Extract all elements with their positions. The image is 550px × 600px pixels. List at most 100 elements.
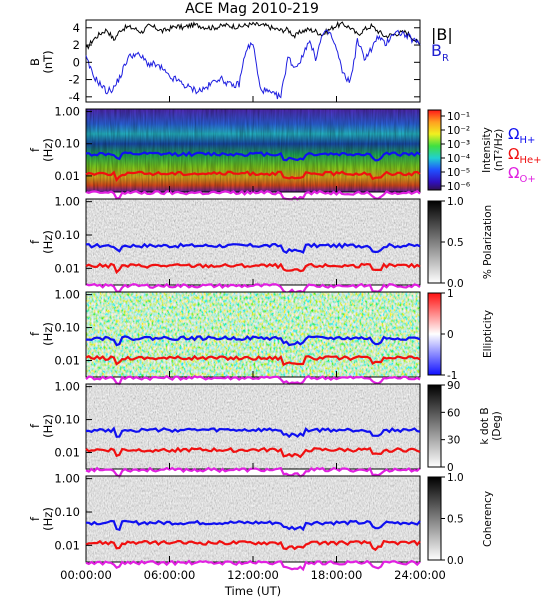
f-ytick-label: 0.01 [54, 261, 80, 275]
panel-b-field: 4 2 0 -2 -4 B (nT) |B| BR [28, 19, 453, 104]
colorbar-tick-label: 0.0 [447, 555, 464, 567]
b-ytick-label: -2 [69, 73, 80, 87]
polarization-heatmap [86, 199, 420, 285]
colorbar-tick-label: 0 [447, 462, 454, 474]
colorbar-intensity-label-1: Intensity [481, 127, 493, 173]
f-ytick-label: 0.01 [54, 446, 80, 460]
panel-ellipticity-yticks: 1.00 0.10 0.01 [54, 288, 92, 368]
x-tick-label: 06:00:00 [144, 568, 196, 582]
legend-omega-o: ΩO+ [508, 164, 536, 185]
panel-kdotb-yticks: 1.00 0.10 0.01 [54, 380, 92, 460]
colorbar-tick-label: 10⁻² [447, 125, 470, 137]
panel-intensity-ylabel-1: f [28, 147, 42, 152]
panel-coherency-yticks: 1.00 0.10 0.01 [54, 472, 92, 552]
series-line-bmag [85, 20, 421, 50]
gyro-line [86, 335, 421, 347]
f-ytick-label: 1.00 [54, 472, 80, 486]
panel-polarization: 1.00 0.10 0.01 f (Hz) 1.0 0.5 0.0 % Polariza… [28, 195, 494, 294]
legend-br: BR [431, 41, 449, 64]
colorbar-tick-label: 90 [447, 380, 460, 392]
colorbar-tick-label: 1.0 [447, 472, 464, 484]
gyro-line [85, 262, 421, 275]
panel-intensity: 1.00 0.10 0.01 f (Hz) 10⁻¹ 10⁻² 10⁻³ 10⁻⁴ 10⁻⁵… [28, 105, 542, 201]
colorbar-intensity-label-2: (nT²/Hz) [493, 129, 505, 171]
b-ytick-label: 4 [73, 21, 80, 35]
b-ytick-label: 2 [73, 38, 80, 52]
gyro-line [86, 426, 421, 439]
x-tick-label: 18:00:00 [311, 568, 363, 582]
colorbar-polarization [427, 200, 442, 284]
gyro-lines-polarization [85, 242, 421, 294]
colorbar-tick-label: 0.5 [447, 514, 464, 526]
f-ytick-label: 0.01 [54, 169, 80, 183]
panel-kdotb-ylabel-2: (Hz) [41, 414, 55, 438]
gyro-line [85, 354, 421, 367]
x-axis: 00:00:00 06:00:00 12:00:00 18:00:00 24:00:00 [60, 96, 446, 582]
colorbar-tick-label: 0.0 [447, 278, 464, 290]
ellipticity-heatmap [86, 292, 420, 377]
f-ytick-label: 0.10 [54, 228, 80, 242]
colorbar-coherency-ticks: 1.0 0.5 0.0 [441, 472, 464, 567]
colorbar-coherency [427, 476, 442, 561]
colorbar-ellipticity [427, 292, 442, 376]
colorbar-tick-label: 30 [447, 435, 460, 447]
gyro-line [85, 539, 421, 552]
panel-ellipticity: 1.00 0.10 0.01 f (Hz) 1 0 -1 Ellipticity [28, 288, 494, 386]
intensity-heatmap-texture [86, 109, 420, 192]
x-tick-label: 00:00:00 [60, 568, 112, 582]
colorbar-kdotb-label-1: k dot B [479, 407, 491, 444]
colorbar-ellipticity-label: Ellipticity [482, 310, 494, 358]
panel-coherency: 1.00 0.10 0.01 f (Hz) 1.0 0.5 0.0 Coherency [28, 472, 494, 572]
f-ytick-label: 0.01 [54, 538, 80, 552]
x-tick-label: 12:00:00 [227, 568, 279, 582]
colorbar-tick-label: 0 [447, 329, 454, 341]
gyro-line [85, 559, 421, 572]
panel-b-ylabel-2: (nT) [41, 50, 55, 73]
colorbar-polarization-ticks: 1.0 0.5 0.0 [441, 196, 464, 290]
colorbar-intensity [427, 109, 442, 191]
colorbar-tick-label: 10⁻⁴ [447, 153, 470, 165]
colorbar-coherency-label: Coherency [482, 491, 494, 547]
f-ytick-label: 1.00 [54, 380, 80, 394]
panel-ellipticity-ylabel-1: f [28, 331, 42, 336]
b-ytick-label: -4 [69, 90, 80, 104]
f-ytick-label: 0.10 [54, 413, 80, 427]
gyro-line [85, 282, 421, 294]
panel-coherency-ylabel-2: (Hz) [41, 507, 55, 531]
coherency-heatmap [86, 476, 420, 562]
panel-b-frame [85, 19, 421, 103]
f-ytick-label: 0.01 [54, 354, 80, 368]
gyro-line [85, 446, 421, 459]
gyro-line [85, 242, 421, 254]
f-ytick-label: 1.00 [54, 105, 80, 119]
panel-b-ylabel-1: B [28, 58, 42, 66]
panel-intensity-yticks: 1.00 0.10 0.01 [54, 105, 92, 183]
legend-bmag: |B| [431, 25, 453, 44]
colorbar-tick-label: 10⁻⁶ [447, 181, 470, 193]
f-ytick-label: 0.10 [54, 321, 80, 335]
gyro-lines-coherency [85, 519, 421, 572]
panel-polarization-ylabel-1: f [28, 239, 42, 244]
panel-kdotb-ylabel-1: f [28, 423, 42, 428]
colorbar-tick-label: 60 [447, 407, 460, 419]
kdotb-heatmap [86, 384, 420, 469]
panel-coherency-ylabel-1: f [28, 516, 42, 521]
f-ytick-label: 0.10 [54, 505, 80, 519]
panel-ellipticity-ylabel-2: (Hz) [41, 322, 55, 346]
legend-omega-he: ΩHe+ [508, 145, 542, 166]
f-ytick-label: 0.10 [54, 137, 80, 151]
panel-polarization-ylabel-2: (Hz) [41, 230, 55, 254]
gyro-line [85, 519, 421, 532]
f-ytick-label: 1.00 [54, 288, 80, 302]
colorbar-tick-label: 10⁻³ [447, 139, 470, 151]
f-ytick-label: 1.00 [54, 195, 80, 209]
panel-intensity-ylabel-2: (Hz) [41, 138, 55, 162]
colorbar-ellipticity-ticks: 1 0 -1 [441, 288, 457, 382]
panel-b-yticks: 4 2 0 -2 -4 [69, 21, 420, 104]
x-tick-label: 24:00:00 [394, 568, 446, 582]
gyro-line [85, 466, 421, 479]
colorbar-tick-label: 1 [447, 288, 454, 300]
gyro-line [85, 374, 421, 386]
gyro-line [85, 150, 421, 162]
